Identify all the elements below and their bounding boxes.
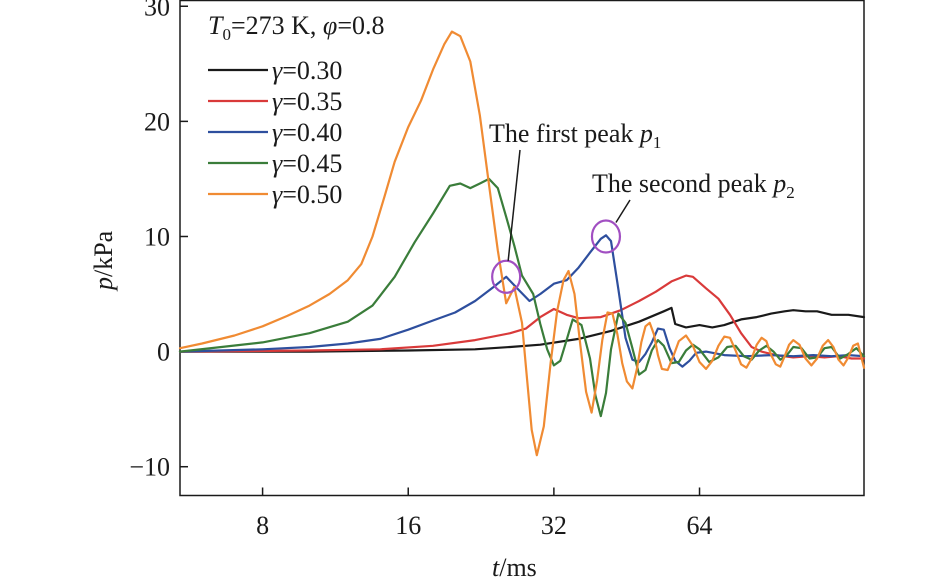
condition-label: T0=273 K, φ=0.8 [208, 11, 384, 44]
peak-markers [491, 219, 622, 294]
pointer-first-peak [507, 149, 521, 261]
legend-label: γ=0.30 [272, 56, 342, 85]
y-tick-label: 10 [144, 222, 170, 251]
x-tick-label: 32 [541, 511, 567, 540]
series-line-1 [178, 274, 866, 360]
peak-marker-circle [590, 219, 622, 254]
x-axis-title: t/ms [492, 553, 537, 582]
series-line-0 [178, 306, 866, 353]
series-line-4 [178, 30, 866, 457]
x-tick-label: 16 [395, 511, 421, 540]
y-axis-title: p/kPa [89, 230, 118, 292]
legend-label: γ=0.35 [272, 87, 342, 116]
y-tick-label: −10 [129, 453, 170, 482]
plot-frame [179, 0, 865, 497]
y-tick-label: 30 [144, 0, 170, 21]
x-tick-label: 64 [687, 511, 713, 540]
legend: γ=0.30γ=0.35γ=0.40γ=0.45γ=0.50 [208, 56, 342, 209]
legend-label: γ=0.50 [272, 180, 342, 209]
y-tick-label: 0 [157, 338, 170, 367]
annotation-second-peak: The second peak p2 [592, 169, 795, 202]
series-line-2 [178, 234, 866, 368]
pointer-second-peak [615, 199, 631, 223]
series-group [178, 30, 866, 457]
legend-label: γ=0.45 [272, 149, 342, 178]
x-tick-label: 8 [256, 511, 269, 540]
peak-marker-circle [491, 259, 522, 294]
legend-label: γ=0.40 [272, 118, 342, 147]
y-axis: −10 0 10 20 30 [129, 0, 188, 482]
annotation-lines [507, 149, 631, 261]
series-line-3 [178, 177, 866, 418]
annotation-first-peak: The first peak p1 [489, 119, 661, 152]
x-axis: 8 16 32 64 [256, 487, 713, 540]
y-tick-label: 20 [144, 107, 170, 136]
